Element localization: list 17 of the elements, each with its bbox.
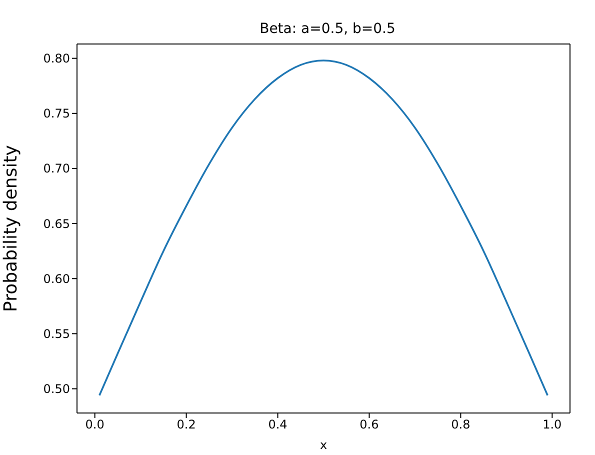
y-tick-label: 0.50 [43,382,70,396]
y-tick-label: 0.70 [43,162,70,176]
x-tick-label: 0.6 [360,418,379,432]
x-axis-title: x [320,438,328,452]
y-tick-label: 0.80 [43,52,70,66]
x-tick-label: 0.0 [85,418,104,432]
x-tick-label: 1.0 [542,418,562,432]
y-tick-label: 0.65 [43,216,70,231]
x-tick-label: 0.8 [451,418,470,432]
y-tick-label: 0.55 [43,326,70,341]
chart-title: Beta: a=0.5, b=0.5 [258,21,396,37]
y-tick-label: 0.75 [43,106,70,121]
y-tick-label: 0.60 [43,272,70,286]
x-tick-label: 0.4 [268,418,288,432]
y-axis-title: Probability density [0,144,22,312]
line-series [98,60,548,396]
x-tick-label: 0.2 [176,418,196,432]
